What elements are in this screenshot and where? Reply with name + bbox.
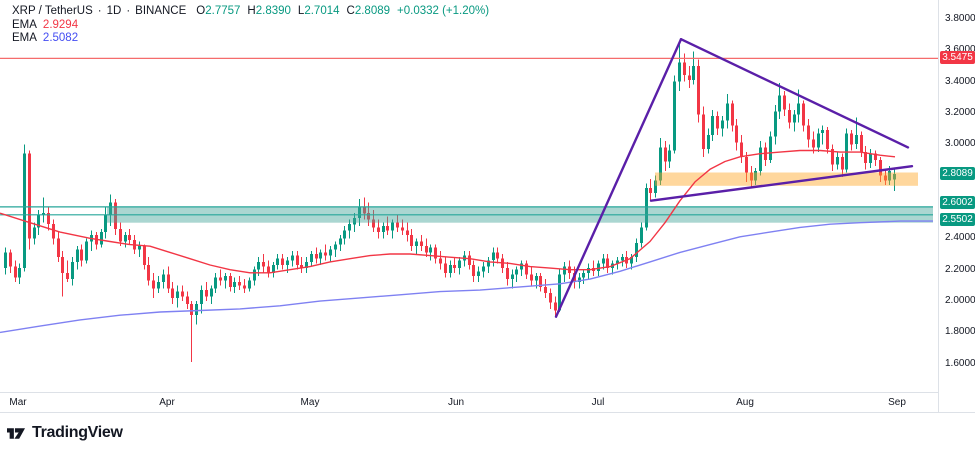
ema-fast-label: EMA (12, 18, 37, 31)
chart-canvas[interactable] (0, 0, 938, 392)
chart-legend: XRP / TetherUS · 1D · BINANCE O2.7757 H2… (12, 5, 489, 46)
ema-slow-value: 2.5082 (42, 32, 79, 44)
interval-label[interactable]: 1D (106, 5, 122, 17)
low-value: 2.7014 (304, 5, 340, 17)
orange-sr-zone[interactable] (655, 172, 918, 186)
price-badge-2.8089: 2.8089 (940, 167, 975, 180)
price-badge-3.5475: 3.5475 (940, 51, 975, 64)
price-badge-2.6002: 2.6002 (940, 196, 975, 209)
price-tick-label: 3.6000 (945, 44, 975, 55)
price-axis[interactable]: 3.8000 3.6000 3.4000 3.2000 3.0000 2.4000 2.20… (938, 0, 975, 412)
time-axis-label-mar: Mar (9, 397, 27, 408)
symbol-title[interactable]: XRP / TetherUS (12, 5, 93, 17)
ema-fast-value: 2.9294 (42, 18, 79, 31)
ema-slow-label: EMA (12, 32, 37, 44)
trendline-1[interactable] (554, 38, 683, 318)
candlestick-series (4, 40, 896, 363)
open-value: 2.7757 (205, 5, 241, 17)
time-axis-label-sep: Sep (888, 397, 906, 408)
high-label: H (247, 5, 256, 17)
time-axis-label-may: May (300, 397, 320, 408)
trendline-3[interactable] (649, 164, 914, 202)
price-tick-label: 2.2000 (945, 264, 975, 275)
chart-area[interactable]: XRP / TetherUS · 1D · BINANCE O2.7757 H2… (0, 0, 938, 392)
time-axis-label-aug: Aug (736, 397, 754, 408)
low-label: L (297, 5, 305, 17)
tradingview-logo[interactable]: TradingView (7, 424, 123, 442)
tradingview-logo-icon (7, 427, 25, 439)
indicator-row-ema-slow[interactable]: EMA 2.5082 (12, 32, 489, 46)
separator: · (97, 5, 102, 17)
price-tick-label: 3.8000 (945, 13, 975, 24)
time-axis[interactable]: Mar Apr May Jun Jul Aug Sep (0, 392, 938, 413)
trendline-2[interactable] (679, 38, 910, 149)
price-tick-label: 3.0000 (945, 138, 975, 149)
price-tick-label: 3.2000 (945, 107, 975, 118)
time-axis-label-jun: Jun (447, 397, 465, 408)
ohlc-values: O2.7757 H2.8390 L2.7014 C2.8089 (196, 5, 390, 19)
tradingview-logo-text: TradingView (32, 424, 123, 441)
exchange-label[interactable]: BINANCE (135, 5, 187, 17)
price-tick-label: 1.8000 (945, 326, 975, 337)
price-tick-label: 2.0000 (945, 295, 975, 306)
price-tick-label: 1.6000 (945, 358, 975, 369)
separator: · (126, 5, 131, 17)
close-value: 2.8089 (354, 5, 391, 17)
indicator-row-ema-fast[interactable]: EMA 2.9294 (12, 19, 489, 33)
ema-slow-line[interactable] (0, 220, 933, 334)
time-axis-label-jul: Jul (591, 397, 605, 408)
close-label: C (346, 5, 355, 17)
price-tick-label: 3.4000 (945, 76, 975, 87)
symbol-row[interactable]: XRP / TetherUS · 1D · BINANCE O2.7757 H2… (12, 5, 489, 19)
time-axis-label-apr: Apr (159, 397, 175, 408)
price-badge-2.5502: 2.5502 (940, 213, 975, 226)
high-value: 2.8390 (255, 5, 291, 17)
change-value: +0.0332 (+1.20%) (397, 5, 490, 17)
ema-fast-line[interactable] (0, 149, 896, 274)
open-label: O (196, 5, 206, 17)
axis-bottom-border (0, 412, 975, 413)
price-tick-label: 2.4000 (945, 232, 975, 243)
